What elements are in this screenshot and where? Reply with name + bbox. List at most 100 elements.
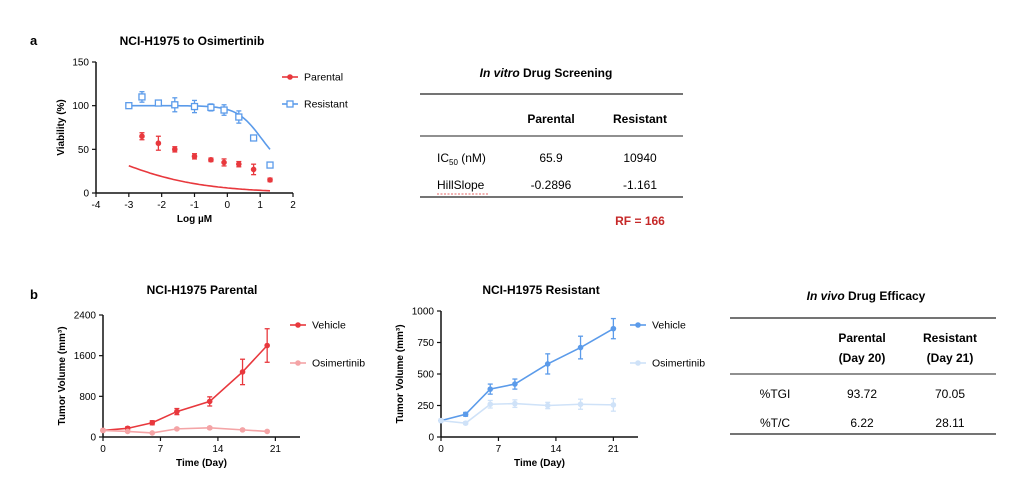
x-tick-label: -1 bbox=[190, 200, 199, 211]
data-point bbox=[191, 153, 198, 160]
data-point bbox=[577, 344, 584, 351]
y-tick-label: 800 bbox=[79, 392, 96, 403]
resistance-factor: RF = 166 bbox=[615, 214, 665, 228]
series-osimertinib bbox=[100, 425, 270, 436]
legend-marker bbox=[295, 360, 301, 366]
series-vehicle bbox=[100, 328, 270, 434]
in-vitro-hillslope-parental: -0.2896 bbox=[531, 178, 572, 192]
data-point bbox=[239, 427, 246, 433]
in-vitro-ic50-parental: 65.9 bbox=[539, 151, 563, 165]
data-point bbox=[438, 417, 444, 424]
x-tick-label: 21 bbox=[270, 444, 282, 455]
data-point bbox=[249, 134, 258, 142]
legend-item-osimertinib: Osimertinib bbox=[630, 358, 705, 370]
data-point bbox=[577, 401, 584, 408]
ic50-tail: (nM) bbox=[458, 151, 486, 165]
ic50-sub: 50 bbox=[449, 158, 458, 167]
data-point bbox=[206, 398, 213, 405]
legend-item-parental: Parental bbox=[282, 72, 343, 84]
y-axis-label: Tumor Volume (mm³) bbox=[57, 326, 68, 425]
data-point bbox=[100, 427, 106, 434]
data-point bbox=[220, 106, 228, 114]
data-point bbox=[610, 402, 617, 408]
y-tick-label: 50 bbox=[78, 145, 90, 156]
in-vivo-tc-resistant: 28.11 bbox=[935, 416, 964, 430]
fit-curve bbox=[128, 164, 271, 192]
data-point bbox=[544, 361, 551, 367]
fit-curve bbox=[128, 104, 271, 150]
data-point bbox=[264, 428, 270, 435]
x-tick-label: 7 bbox=[496, 444, 502, 455]
legend-item-vehicle: Vehicle bbox=[630, 320, 686, 332]
data-point bbox=[124, 428, 131, 435]
y-axis-label: Tumor Volume (mm³) bbox=[395, 324, 406, 423]
x-tick-label: 14 bbox=[550, 444, 562, 455]
data-point bbox=[139, 133, 145, 140]
data-point bbox=[487, 401, 494, 408]
data-point bbox=[207, 103, 215, 112]
in-vitro-header-parental: Parental bbox=[527, 112, 574, 126]
data-point bbox=[190, 102, 199, 111]
data-point bbox=[138, 93, 146, 101]
legend-label: Resistant bbox=[304, 99, 348, 111]
legend-item-resistant: Resistant bbox=[282, 99, 348, 111]
series-resistant bbox=[125, 91, 274, 169]
data-point bbox=[221, 159, 227, 166]
legend-marker bbox=[635, 360, 641, 366]
in-vivo-header-resistant-day: (Day 21) bbox=[927, 351, 974, 365]
y-tick-label: 0 bbox=[428, 433, 434, 444]
x-tick-label: 0 bbox=[225, 200, 231, 211]
legend-item-vehicle: Vehicle bbox=[290, 320, 346, 332]
x-tick-label: 2 bbox=[290, 200, 296, 211]
y-tick-label: 100 bbox=[72, 101, 89, 112]
in-vitro-title-rest: Drug Screening bbox=[520, 66, 613, 80]
data-point bbox=[610, 325, 617, 332]
legend-label: Parental bbox=[304, 72, 343, 84]
in-vitro-table: In vitro Drug Screening Parental Resista… bbox=[420, 66, 683, 228]
y-tick-label: 0 bbox=[83, 189, 89, 200]
y-tick-label: 0 bbox=[90, 433, 96, 444]
ic50-main: IC bbox=[437, 151, 449, 165]
legend-item-osimertinib: Osimertinib bbox=[290, 358, 365, 370]
in-vivo-header-parental: Parental bbox=[838, 331, 885, 345]
in-vivo-tgi-parental: 93.72 bbox=[847, 387, 877, 401]
in-vitro-row-hillslope-label: HillSlope bbox=[437, 178, 485, 192]
data-point bbox=[462, 420, 469, 426]
in-vivo-tgi-resistant: 70.05 bbox=[935, 387, 965, 401]
in-vivo-table: In vivo Drug Efficacy Parental (Day 20) … bbox=[730, 289, 996, 435]
in-vitro-table-title: In vitro Drug Screening bbox=[480, 66, 613, 80]
in-vivo-header-parental-day: (Day 20) bbox=[839, 351, 886, 365]
data-point bbox=[512, 381, 518, 387]
legend-label: Osimertinib bbox=[312, 358, 365, 370]
x-tick-label: 0 bbox=[100, 444, 106, 455]
in-vitro-title-italic: In vitro bbox=[480, 66, 520, 80]
parental-tumor-chart: NCI-H1975 Parental 0 7 14 21 0 800 1600 2400 Time… bbox=[57, 283, 365, 469]
legend-marker bbox=[287, 74, 293, 80]
data-point bbox=[239, 369, 246, 375]
panel-label-b: b bbox=[30, 287, 38, 302]
in-vivo-table-title: In vivo Drug Efficacy bbox=[807, 289, 926, 303]
data-point bbox=[171, 101, 179, 109]
y-tick-label: 2400 bbox=[74, 311, 97, 322]
y-tick-label: 1000 bbox=[412, 307, 435, 318]
series-line bbox=[102, 344, 268, 432]
in-vitro-header-resistant: Resistant bbox=[613, 112, 667, 126]
series-osimertinib bbox=[438, 397, 617, 426]
x-tick-label: 0 bbox=[438, 444, 444, 455]
chart-title: NCI-H1975 Parental bbox=[147, 283, 258, 297]
legend-marker bbox=[635, 322, 641, 328]
y-axis-label: Viability (%) bbox=[56, 99, 67, 156]
legend-marker bbox=[286, 100, 294, 108]
legend-label: Vehicle bbox=[312, 320, 346, 332]
data-point bbox=[154, 99, 163, 107]
x-tick-label: -4 bbox=[92, 200, 101, 211]
x-axis-label: Log µM bbox=[177, 214, 212, 225]
y-tick-label: 500 bbox=[417, 370, 434, 381]
in-vitro-hillslope-resistant: -1.161 bbox=[623, 178, 657, 192]
data-point bbox=[174, 408, 180, 415]
data-point bbox=[172, 146, 178, 153]
series-line bbox=[440, 327, 614, 422]
data-point bbox=[235, 113, 243, 121]
data-point bbox=[155, 140, 162, 147]
